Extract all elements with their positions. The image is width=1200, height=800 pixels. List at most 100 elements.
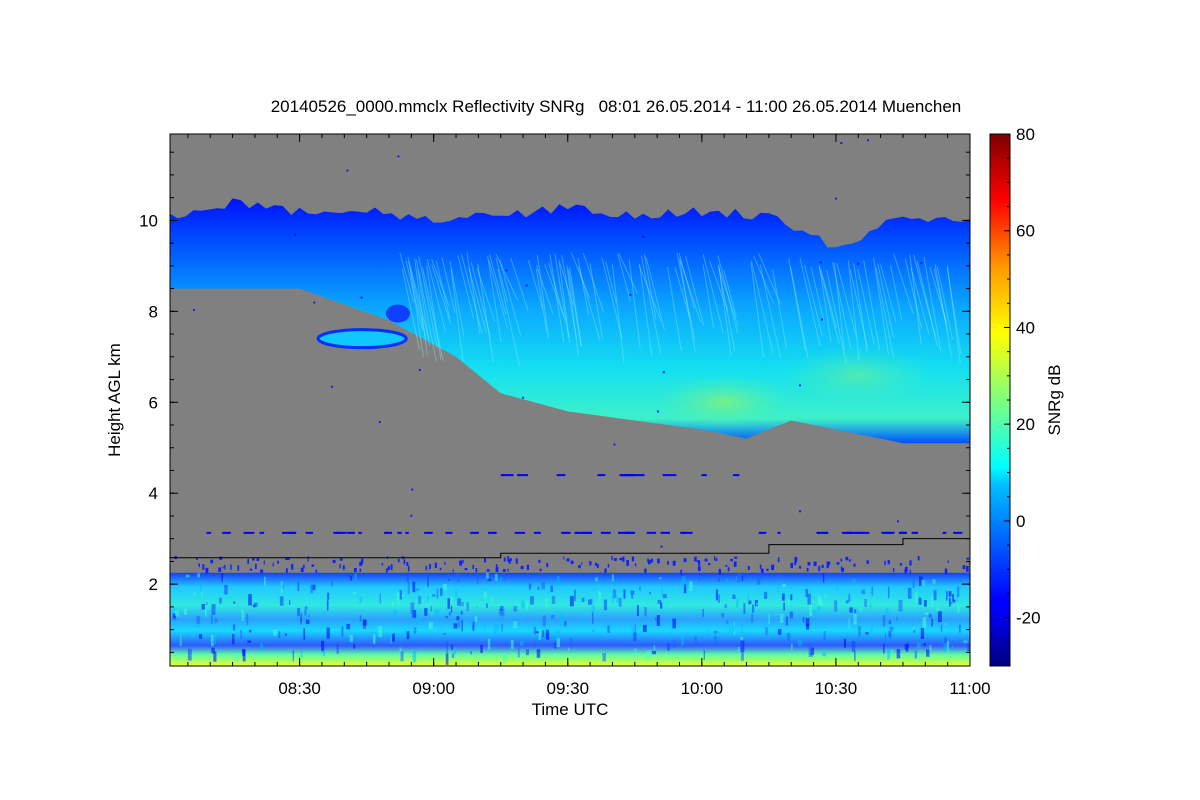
noise-speckle [629, 293, 632, 296]
boundary-layer-texture [373, 631, 377, 637]
noise-dash [500, 474, 514, 477]
boundary-layer-texture [445, 653, 449, 665]
boundary-layer-texture [808, 646, 813, 658]
fall-streak [489, 254, 507, 315]
boundary-layer-texture [391, 601, 395, 606]
boundary-layer-texture [921, 579, 925, 586]
boundary-layer-texture [326, 627, 330, 639]
fall-streak [826, 269, 847, 363]
boundary-layer-texture [889, 626, 894, 631]
boundary-layer-texture [953, 599, 956, 603]
fall-streak [554, 253, 570, 339]
boundary-layer-texture [494, 573, 498, 581]
fall-streak [863, 260, 881, 351]
fall-streak [772, 269, 787, 349]
y-tick-label: 4 [149, 484, 158, 503]
boundary-layer-speckle [704, 558, 708, 562]
boundary-layer-speckle [578, 564, 581, 569]
boundary-layer-speckle [766, 568, 769, 571]
noise-dash [282, 531, 291, 534]
boundary-layer-texture [733, 631, 736, 635]
boundary-layer-texture [513, 605, 518, 612]
fall-streak [640, 255, 662, 354]
boundary-layer-texture [806, 623, 810, 630]
boundary-layer-speckle [794, 562, 797, 566]
boundary-layer-texture [224, 584, 228, 595]
boundary-layer-texture [896, 616, 898, 621]
boundary-layer-texture [196, 615, 200, 624]
boundary-layer-texture [556, 638, 560, 648]
boundary-layer-texture [445, 615, 449, 619]
noise-dash [817, 531, 829, 534]
boundary-layer-texture [279, 596, 284, 606]
boundary-layer-texture [249, 629, 252, 633]
boundary-layer-texture [211, 647, 215, 654]
boundary-layer-texture [201, 603, 205, 610]
noise-dash [600, 531, 611, 534]
boundary-layer-speckle [210, 559, 214, 564]
boundary-layer-texture [534, 641, 537, 646]
noise-dash [574, 531, 578, 534]
boundary-layer-speckle [198, 563, 201, 568]
boundary-layer-speckle [247, 558, 249, 565]
boundary-layer-texture [232, 633, 235, 645]
fall-streak [495, 253, 519, 301]
boundary-layer-texture [174, 609, 179, 617]
fall-streak [488, 260, 508, 329]
boundary-layer-texture [460, 611, 463, 615]
boundary-layer-texture [448, 578, 450, 582]
boundary-layer-texture [456, 616, 460, 621]
colorbar-tick-label: 20 [1016, 415, 1035, 434]
noise-speckle [360, 296, 363, 299]
boundary-layer-texture [300, 617, 302, 623]
noise-dash [336, 531, 347, 534]
boundary-layer-texture [748, 600, 752, 605]
y-tick-label: 6 [149, 393, 158, 412]
boundary-layer-texture [865, 632, 869, 635]
x-tick-label: 10:30 [815, 679, 858, 698]
boundary-layer-texture [432, 594, 436, 597]
boundary-layer-texture [630, 590, 635, 595]
boundary-layer-texture [350, 575, 352, 581]
boundary-layer-texture [740, 623, 744, 628]
boundary-layer-speckle [899, 563, 903, 566]
boundary-layer-texture [407, 582, 410, 595]
fall-streak [421, 267, 444, 362]
noise-dash [911, 531, 916, 534]
boundary-layer-texture [525, 600, 528, 611]
boundary-layer-texture [851, 641, 856, 652]
boundary-layer-texture [948, 591, 952, 597]
boundary-layer-texture [581, 597, 585, 603]
y-tick-label: 10 [139, 211, 158, 230]
boundary-layer-texture [726, 578, 729, 582]
boundary-layer-texture [936, 606, 940, 612]
fall-streak [709, 260, 729, 312]
fall-streak [566, 265, 579, 356]
boundary-layer-speckle [381, 563, 384, 566]
boundary-layer-texture [854, 608, 857, 614]
fall-streak [449, 261, 465, 338]
fall-streak [799, 258, 821, 347]
boundary-layer-texture [424, 608, 428, 616]
boundary-layer-speckle [680, 569, 682, 575]
boundary-layer-speckle [697, 566, 701, 571]
boundary-layer-texture [854, 651, 856, 662]
boundary-layer-speckle [452, 569, 454, 573]
boundary-layer-speckle [495, 564, 498, 569]
boundary-layer-texture [172, 613, 176, 619]
boundary-layer-texture [726, 620, 728, 624]
boundary-layer-texture [347, 574, 351, 577]
boundary-layer-texture [673, 639, 676, 648]
boundary-layer-texture [399, 589, 402, 600]
boundary-layer-texture [435, 609, 439, 620]
boundary-layer-speckle [339, 558, 343, 561]
fall-streak [788, 258, 806, 351]
noise-speckle [613, 443, 616, 446]
noise-dash [942, 531, 947, 534]
boundary-layer-texture [952, 593, 955, 602]
fall-streak [441, 256, 456, 313]
noise-dash [701, 474, 707, 477]
boundary-layer-speckle [291, 563, 294, 570]
boundary-layer-texture [406, 631, 410, 640]
boundary-layer-texture [427, 576, 429, 587]
